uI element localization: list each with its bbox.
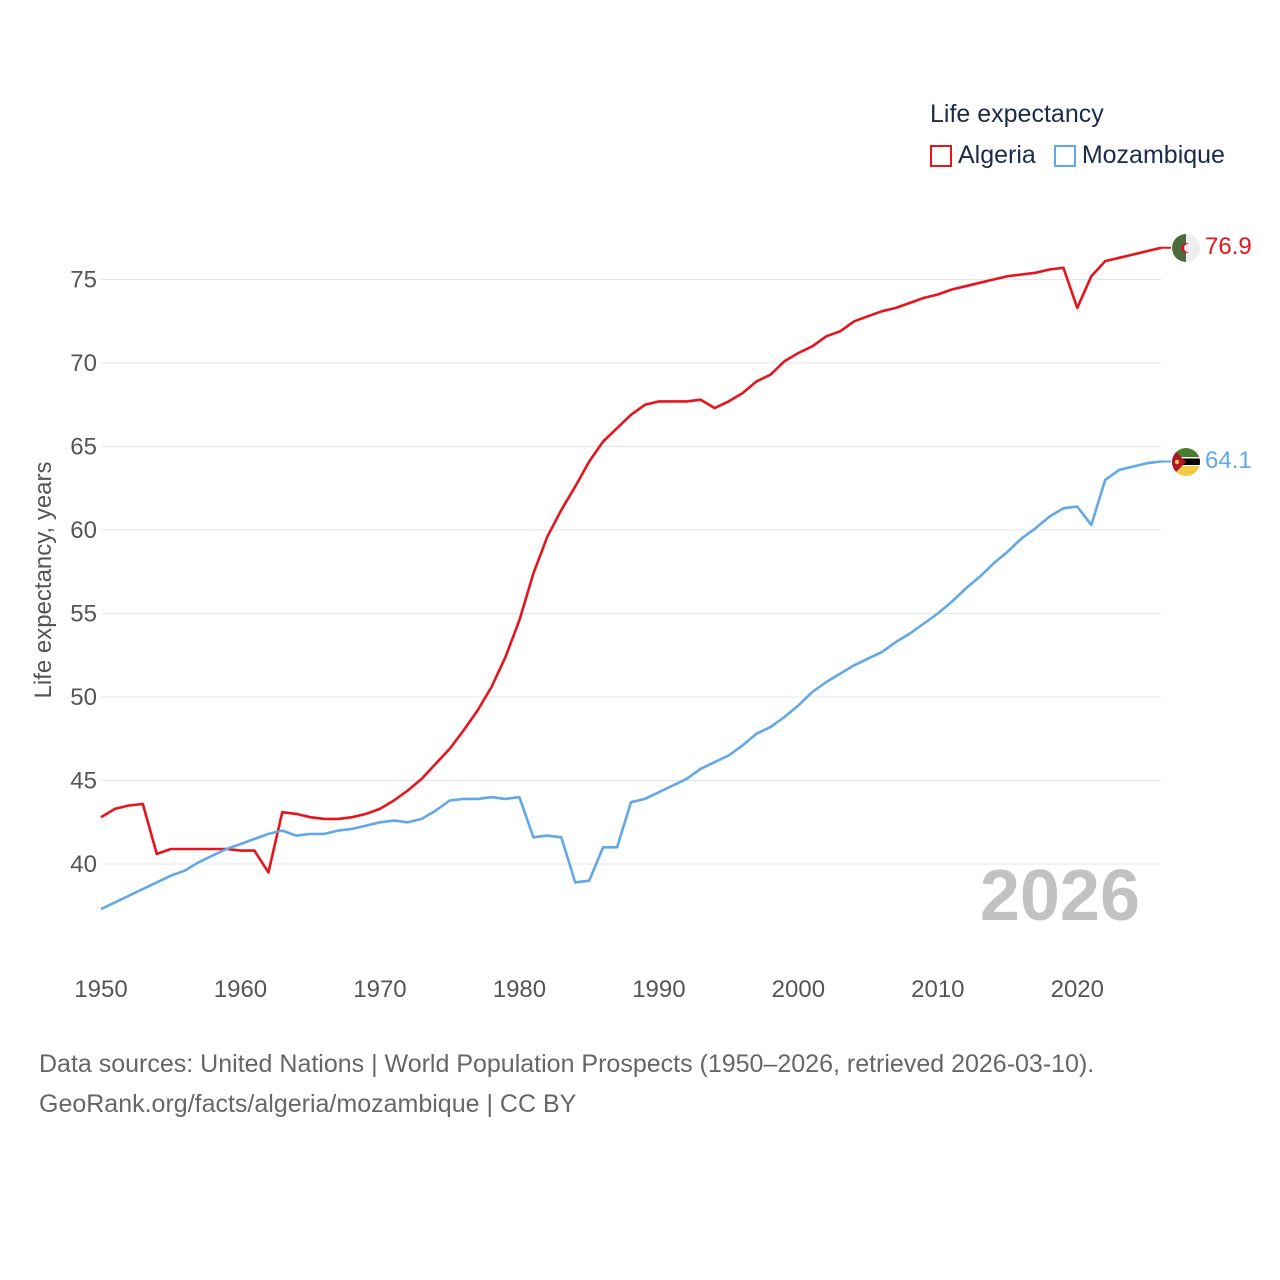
- legend-swatch-algeria: [930, 144, 952, 167]
- series-lines: [100, 246, 1171, 911]
- legend-item-algeria[interactable]: Algeria: [930, 141, 1036, 170]
- legend-label-mozambique: Mozambique: [1081, 141, 1225, 169]
- x-tick-label: 2010: [911, 976, 964, 1003]
- legend-label-algeria: Algeria: [958, 141, 1036, 169]
- series-line-algeria[interactable]: [100, 246, 1162, 874]
- legend-swatch-mozambique: [1053, 144, 1076, 167]
- series-line-mozambique[interactable]: [100, 460, 1162, 911]
- y-tick-label: 70: [70, 350, 97, 377]
- y-axis-label: Life expectancy, years: [30, 461, 57, 698]
- grid-lines: [101, 279, 1161, 865]
- y-tick-label: 40: [70, 851, 97, 878]
- legend-title: Life expectancy: [930, 100, 1104, 128]
- y-tick-label: 55: [70, 601, 97, 628]
- x-tick-label: 1990: [632, 976, 685, 1003]
- source-note: Data sources: United Nations | World Pop…: [39, 1044, 1094, 1124]
- end-label-algeria: 76.9: [1205, 233, 1252, 260]
- x-tick-label: 1970: [353, 976, 406, 1003]
- year-watermark: 2026: [980, 856, 1140, 936]
- y-tick-label: 45: [70, 768, 97, 795]
- x-tick-label: 2020: [1051, 976, 1104, 1003]
- y-tick-label: 50: [70, 684, 97, 711]
- x-tick-label: 1980: [493, 976, 546, 1003]
- legend: Algeria Mozambique: [930, 141, 1243, 170]
- algeria-flag-icon: [1172, 234, 1200, 262]
- x-tick-label: 1950: [74, 976, 127, 1003]
- end-label-mozambique: 64.1: [1205, 447, 1252, 474]
- x-axis-ticks: 1950 1960 1970 1980 1990 2000 2010 2020: [74, 976, 1104, 1003]
- source-line-1: Data sources: United Nations | World Pop…: [39, 1050, 1095, 1078]
- y-tick-label: 75: [70, 267, 97, 294]
- source-line-2[interactable]: GeoRank.org/facts/algeria/mozambique | C…: [39, 1090, 577, 1118]
- legend-item-mozambique[interactable]: Mozambique: [1053, 141, 1225, 170]
- y-tick-label: 65: [70, 434, 97, 461]
- x-tick-label: 1960: [214, 976, 267, 1003]
- y-tick-label: 60: [70, 517, 97, 544]
- x-tick-label: 2000: [772, 976, 825, 1003]
- y-axis-ticks: 40 45 50 55 60 65 70 75: [70, 267, 97, 879]
- mozambique-flag-icon: [1172, 448, 1200, 476]
